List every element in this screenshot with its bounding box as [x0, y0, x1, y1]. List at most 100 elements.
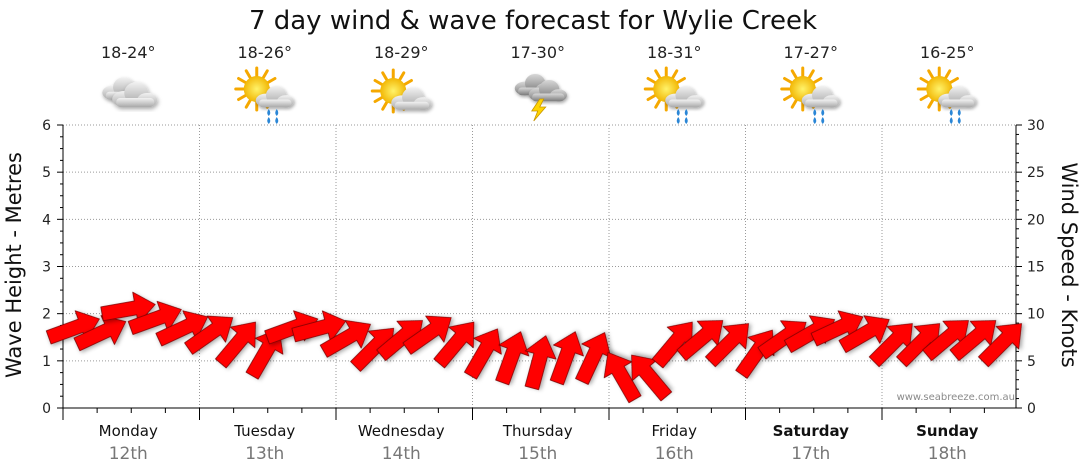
rain-drop — [676, 109, 680, 116]
wind-arrow-shape — [73, 315, 127, 352]
wind-arrow-shape — [810, 310, 864, 347]
day-name-label: Monday — [99, 422, 158, 440]
rain-drop — [949, 117, 953, 124]
cloud-shape — [665, 85, 704, 108]
wind-arrow — [705, 323, 749, 368]
wind-arrow — [868, 323, 913, 368]
chart-title: 7 day wind & wave forecast for Wylie Cre… — [249, 6, 817, 36]
wind-arrow-shape — [524, 335, 557, 391]
sun-ray — [237, 77, 247, 84]
wind-arrow — [922, 320, 969, 362]
sun-ray — [654, 98, 662, 109]
sun-cloud-rain-icon — [234, 66, 294, 124]
day-date-label: 16th — [655, 444, 694, 464]
wind-arrow-shape — [575, 332, 612, 385]
wind-arrow-shape — [100, 291, 156, 325]
rain-drop — [813, 109, 817, 116]
wind-arrow-shape — [184, 315, 234, 355]
wind-arrow — [651, 321, 693, 369]
day-labels: Monday 12th 18-24° Tuesday 13th 18-26° Wednesd… — [99, 43, 979, 464]
rain-drop — [275, 109, 279, 116]
wind-arrow — [676, 320, 724, 362]
watermark: www.seabreeze.com.au — [897, 392, 1015, 403]
wind-arrows — [45, 291, 1022, 404]
rain-drop — [957, 109, 961, 116]
rain-drops — [267, 109, 279, 124]
rain-drop — [949, 109, 953, 116]
wind-arrow-shape — [603, 352, 642, 404]
wind-arrow — [464, 328, 502, 380]
cloud-shape — [112, 82, 158, 107]
sun-ray — [244, 69, 252, 80]
y-axis-right-title: Wind Speed - Knots — [1057, 162, 1080, 367]
rain-drop — [957, 117, 961, 124]
day-date-label: 14th — [382, 444, 421, 464]
sun-cloud-rain-icon — [643, 66, 704, 124]
tick-label-right: 5 — [1027, 354, 1036, 370]
cloud-base — [116, 98, 155, 107]
tick-label-right: 20 — [1027, 212, 1045, 228]
sun-ray — [927, 69, 935, 80]
temperature-range: 18-29° — [374, 43, 429, 62]
wind-arrow — [215, 321, 256, 369]
cloud-base — [532, 93, 565, 102]
wind-arrow-shape — [433, 321, 475, 369]
wind-arrow — [433, 321, 475, 369]
rain-drop — [821, 117, 825, 124]
cloud-base — [668, 99, 701, 108]
wind-arrow — [127, 300, 182, 335]
wind-arrow — [155, 310, 209, 347]
day-date-label: 15th — [518, 444, 557, 464]
sun-ray — [944, 69, 952, 80]
storm-icon — [514, 73, 567, 122]
sun-ray — [381, 71, 389, 82]
wind-arrow-shape — [651, 321, 693, 369]
wind-arrow-shape — [868, 323, 913, 368]
sun-ray — [927, 98, 935, 109]
day-name-label: Sunday — [916, 422, 979, 440]
sun-cloud-rain-icon — [780, 66, 840, 124]
sun-ray — [783, 77, 793, 84]
cloud-base — [259, 99, 292, 108]
cloud-shape — [391, 87, 432, 110]
wind-arrow-shape — [676, 320, 724, 362]
wind-arrow — [838, 315, 890, 353]
rain-drops — [813, 109, 825, 124]
day-date-label: 17th — [791, 444, 830, 464]
wind-arrow — [575, 332, 612, 385]
sun-ray — [790, 69, 798, 80]
wind-arrow — [949, 320, 997, 362]
rain-drops — [949, 109, 961, 124]
tick-label-right: 10 — [1027, 307, 1045, 323]
tick-label-left: 6 — [42, 118, 51, 134]
sun-ray — [244, 98, 252, 109]
tick-label-left: 5 — [42, 165, 51, 181]
sun-ray — [646, 94, 657, 101]
rain-drop — [821, 109, 825, 116]
wind-arrow — [100, 291, 156, 325]
sun-ray — [671, 69, 679, 80]
wind-arrow — [524, 335, 557, 391]
sun-ray — [812, 77, 823, 84]
wind-arrow — [810, 310, 864, 347]
day-name-label: Tuesday — [233, 422, 295, 440]
sun-ray — [373, 79, 384, 86]
sun-ray — [654, 69, 662, 80]
cloud-shape — [938, 85, 977, 108]
sun-cloud-icon — [370, 68, 432, 114]
rain-drop — [684, 109, 688, 116]
sun-ray — [919, 77, 930, 84]
day-date-label: 12th — [109, 444, 148, 464]
tick-label-left: 1 — [42, 354, 51, 370]
sun-ray — [783, 94, 793, 101]
wind-arrow-shape — [291, 310, 347, 343]
temperature-range: 17-27° — [784, 43, 839, 62]
rain-drop — [267, 109, 271, 116]
sun-ray — [790, 98, 798, 109]
tick-label-left: 2 — [42, 307, 51, 323]
sun-ray — [373, 96, 384, 103]
sun-ray — [237, 94, 247, 101]
wind-arrow — [549, 331, 584, 386]
rain-drops — [676, 109, 688, 124]
